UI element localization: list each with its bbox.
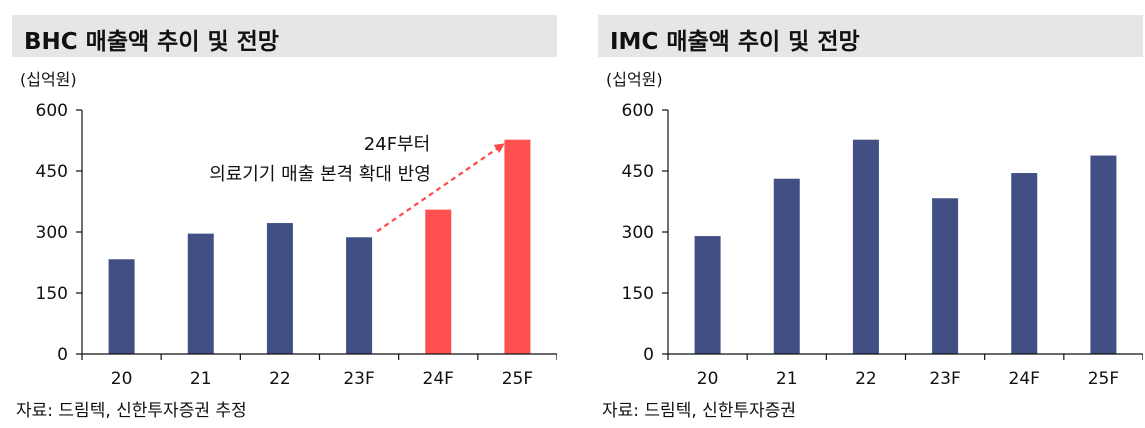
bar-20 <box>108 259 135 354</box>
chart-title: BHC 매출액 추이 및 전망 <box>24 29 279 55</box>
x-tick-label: 20 <box>111 369 133 389</box>
chart-title-bar: IMC 매출액 추이 및 전망 <box>598 15 1143 57</box>
y-tick-label: 450 <box>36 162 68 182</box>
bar-24f <box>425 209 452 354</box>
y-tick-label: 150 <box>36 284 68 304</box>
unit-label: (십억원) <box>606 70 663 89</box>
chart-title-bar: BHC 매출액 추이 및 전망 <box>12 15 557 57</box>
x-tick-label: 25F <box>1088 369 1119 389</box>
x-tick-label: 24F <box>423 369 454 389</box>
bar-22 <box>852 139 879 354</box>
x-tick-label: 23F <box>343 369 374 389</box>
x-tick-label: 21 <box>776 369 798 389</box>
y-tick-label: 150 <box>622 284 654 304</box>
x-tick-label: 22 <box>269 369 291 389</box>
bar-23f <box>346 237 373 354</box>
source-note: 자료: 드림텍, 신한투자증권 <box>602 401 796 421</box>
y-tick-label: 0 <box>643 345 654 365</box>
x-tick-label: 25F <box>502 369 533 389</box>
bar-22 <box>266 223 293 354</box>
bar-25f <box>1090 155 1117 354</box>
y-tick-label: 600 <box>36 101 68 121</box>
bar-25f <box>504 139 531 354</box>
bar-20 <box>694 236 721 354</box>
x-tick-label: 22 <box>855 369 877 389</box>
y-tick-label: 300 <box>36 223 68 243</box>
x-tick-label: 21 <box>190 369 212 389</box>
bar-21 <box>773 178 800 354</box>
bar-24f <box>1011 173 1038 354</box>
annotation-line-2: 의료기기 매출 본격 확대 반영 <box>209 164 431 185</box>
unit-label: (십억원) <box>20 70 77 89</box>
growth-arrow <box>376 143 505 233</box>
bar-21 <box>187 233 214 354</box>
chart-title: IMC 매출액 추이 및 전망 <box>610 29 860 55</box>
annotation-line-1: 24F부터 <box>364 134 430 155</box>
y-tick-label: 450 <box>622 162 654 182</box>
x-tick-label: 20 <box>697 369 719 389</box>
y-tick-label: 300 <box>622 223 654 243</box>
bar-23f <box>932 198 959 354</box>
x-tick-label: 23F <box>929 369 960 389</box>
x-tick-label: 24F <box>1009 369 1040 389</box>
y-tick-label: 0 <box>57 345 68 365</box>
y-tick-label: 600 <box>622 101 654 121</box>
imc-bar-chart: 0 150 300 450 600 20 21 22 23F 24F 25F <box>622 101 1143 389</box>
source-note: 자료: 드림텍, 신한투자증권 추정 <box>16 401 247 421</box>
imc-chart-panel: IMC 매출액 추이 및 전망 (십억원) 0 150 300 450 600 20 21 2… <box>598 0 1143 428</box>
bhc-chart-panel: BHC 매출액 추이 및 전망 (십억원) 0 150 300 450 600 20 21 2… <box>12 0 557 428</box>
